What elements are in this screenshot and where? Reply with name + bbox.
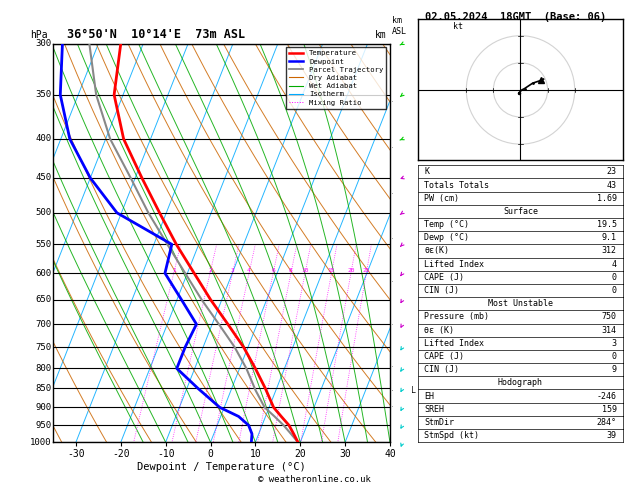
Text: 1: 1	[172, 268, 175, 273]
Text: -7: -7	[391, 143, 401, 153]
Text: SREH: SREH	[425, 405, 445, 414]
Text: 0: 0	[611, 273, 616, 282]
Text: PW (cm): PW (cm)	[425, 194, 459, 203]
Text: EH: EH	[425, 392, 435, 400]
Text: 600: 600	[36, 269, 52, 278]
Text: 4: 4	[247, 268, 251, 273]
Text: 36°50'N  10°14'E  73m ASL: 36°50'N 10°14'E 73m ASL	[67, 28, 245, 41]
Text: -8: -8	[391, 97, 401, 106]
Text: 02.05.2024  18GMT  (Base: 06): 02.05.2024 18GMT (Base: 06)	[425, 12, 606, 22]
Text: 550: 550	[36, 240, 52, 249]
Text: Most Unstable: Most Unstable	[488, 299, 553, 308]
Text: 8: 8	[289, 268, 293, 273]
Text: Lifted Index: Lifted Index	[425, 260, 484, 269]
Text: 9: 9	[611, 365, 616, 374]
Text: 25: 25	[362, 268, 370, 273]
Text: 500: 500	[36, 208, 52, 217]
Text: 284°: 284°	[596, 418, 616, 427]
Text: 750: 750	[36, 343, 52, 351]
Text: CAPE (J): CAPE (J)	[425, 273, 464, 282]
Text: 23: 23	[606, 167, 616, 176]
Text: 800: 800	[36, 364, 52, 373]
Text: K: K	[425, 167, 430, 176]
Text: -2: -2	[391, 362, 401, 371]
Text: 350: 350	[36, 90, 52, 99]
Text: 0: 0	[611, 286, 616, 295]
Text: Hodograph: Hodograph	[498, 379, 543, 387]
Text: 950: 950	[36, 421, 52, 430]
Text: 6: 6	[271, 268, 275, 273]
Text: Surface: Surface	[503, 207, 538, 216]
Text: 850: 850	[36, 384, 52, 393]
Text: Pressure (mb): Pressure (mb)	[425, 312, 489, 321]
Text: 9.1: 9.1	[601, 233, 616, 243]
Text: hPa: hPa	[30, 30, 48, 40]
Text: -6: -6	[391, 189, 401, 198]
Text: Lifted Index: Lifted Index	[425, 339, 484, 348]
Text: 4: 4	[611, 260, 616, 269]
Text: 39: 39	[606, 431, 616, 440]
Text: 400: 400	[36, 135, 52, 143]
Text: Totals Totals: Totals Totals	[425, 180, 489, 190]
Text: 300: 300	[36, 39, 52, 48]
Text: θε (K): θε (K)	[425, 326, 454, 335]
Text: 10: 10	[301, 268, 309, 273]
Text: -5: -5	[391, 234, 401, 243]
Text: Temp (°C): Temp (°C)	[425, 220, 469, 229]
Text: 3: 3	[231, 268, 235, 273]
Text: 312: 312	[601, 246, 616, 256]
Text: StmDir: StmDir	[425, 418, 454, 427]
Text: 2: 2	[208, 268, 212, 273]
Text: CAPE (J): CAPE (J)	[425, 352, 464, 361]
Text: km
ASL: km ASL	[392, 17, 407, 36]
Text: 1000: 1000	[30, 438, 52, 447]
Text: θε(K): θε(K)	[425, 246, 449, 256]
Text: 1.69: 1.69	[596, 194, 616, 203]
Text: - LCL: - LCL	[391, 386, 416, 395]
X-axis label: Dewpoint / Temperature (°C): Dewpoint / Temperature (°C)	[137, 462, 306, 472]
Text: 650: 650	[36, 295, 52, 304]
Text: -1: -1	[391, 402, 401, 411]
Legend: Temperature, Dewpoint, Parcel Trajectory, Dry Adiabat, Wet Adiabat, Isotherm, Mi: Temperature, Dewpoint, Parcel Trajectory…	[286, 47, 386, 108]
Text: © weatheronline.co.uk: © weatheronline.co.uk	[258, 474, 371, 484]
Text: kt: kt	[453, 22, 463, 31]
Text: 0: 0	[611, 352, 616, 361]
Text: CIN (J): CIN (J)	[425, 286, 459, 295]
Text: 750: 750	[601, 312, 616, 321]
Text: -246: -246	[596, 392, 616, 400]
Text: 3: 3	[611, 339, 616, 348]
Text: StmSpd (kt): StmSpd (kt)	[425, 431, 479, 440]
Text: 20: 20	[347, 268, 355, 273]
Text: 700: 700	[36, 320, 52, 329]
Text: 450: 450	[36, 174, 52, 182]
Text: 43: 43	[606, 180, 616, 190]
Text: Dewp (°C): Dewp (°C)	[425, 233, 469, 243]
Text: 19.5: 19.5	[596, 220, 616, 229]
Text: 900: 900	[36, 403, 52, 412]
Text: 15: 15	[328, 268, 335, 273]
Text: -3: -3	[391, 320, 401, 329]
Text: CIN (J): CIN (J)	[425, 365, 459, 374]
Text: -4: -4	[391, 278, 401, 286]
Text: Mixing Ratio (g/kg): Mixing Ratio (g/kg)	[424, 195, 433, 291]
Text: 314: 314	[601, 326, 616, 335]
Text: km: km	[375, 30, 387, 40]
Text: 159: 159	[601, 405, 616, 414]
